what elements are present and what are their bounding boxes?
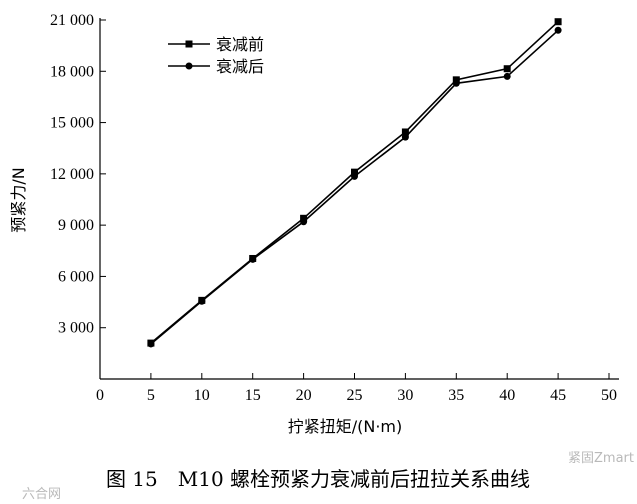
watermark-left: 六合网 bbox=[22, 487, 61, 502]
x-tick-label: 0 bbox=[96, 387, 104, 404]
x-tick-label: 20 bbox=[296, 387, 312, 404]
y-tick-label: 6 000 bbox=[58, 268, 94, 285]
x-axis-title: 拧紧扭矩/(N·m) bbox=[288, 417, 403, 436]
data-point-square bbox=[401, 128, 409, 136]
legend-label: 衰减后 bbox=[216, 57, 264, 76]
data-point-circle bbox=[503, 72, 511, 80]
y-tick-label: 18 000 bbox=[50, 63, 94, 80]
data-point-circle bbox=[554, 26, 562, 34]
figure-caption: 图 15 M10 螺栓预紧力衰减前后扭拉关系曲线 bbox=[106, 467, 530, 491]
data-point-circle bbox=[300, 218, 308, 226]
x-tick-label: 35 bbox=[448, 387, 464, 404]
data-point-circle bbox=[452, 79, 460, 87]
series-line-1 bbox=[150, 21, 559, 344]
x-tick-label: 10 bbox=[194, 387, 210, 404]
data-point-square bbox=[351, 168, 358, 176]
legend-marker-circle bbox=[185, 62, 193, 70]
x-axis-ticks: 0 5 10 15 20 25 30 35 40 45 50 bbox=[96, 373, 617, 404]
y-tick-label: 15 000 bbox=[50, 115, 94, 132]
data-point-square bbox=[503, 65, 511, 73]
x-tick-label: 15 bbox=[245, 387, 261, 404]
y-tick-label: 9 000 bbox=[58, 217, 94, 234]
watermark-right: 紧固Zmart bbox=[568, 451, 634, 466]
y-tick-label: 21 000 bbox=[50, 12, 94, 29]
data-point-circle bbox=[401, 133, 409, 141]
data-point-circle bbox=[147, 340, 155, 348]
data-point-circle bbox=[198, 297, 206, 305]
series-layer bbox=[147, 18, 562, 348]
legend-label: 衰减前 bbox=[216, 35, 264, 54]
x-tick-label: 40 bbox=[499, 387, 515, 404]
data-point-circle bbox=[249, 255, 257, 263]
y-axis-title: 预紧力/N bbox=[9, 167, 28, 232]
data-point-square bbox=[554, 18, 562, 26]
x-tick-label: 25 bbox=[347, 387, 363, 404]
x-tick-label: 30 bbox=[397, 387, 413, 404]
y-tick-label: 3 000 bbox=[58, 320, 94, 337]
series-line-2 bbox=[150, 29, 559, 345]
legend-marker-square bbox=[185, 40, 193, 48]
data-point-circle bbox=[351, 172, 358, 180]
x-tick-label: 45 bbox=[550, 387, 566, 404]
x-tick-label: 5 bbox=[147, 387, 155, 404]
y-axis-ticks: 3 000 6 000 9 000 12 000 15 000 18 000 21 000 bbox=[50, 12, 106, 337]
y-tick-label: 12 000 bbox=[50, 166, 94, 183]
plot-area: 0 5 10 15 20 25 30 35 40 45 50 3 000 6 000 9 000 12 0… bbox=[50, 12, 619, 404]
x-tick-label: 50 bbox=[601, 387, 617, 404]
